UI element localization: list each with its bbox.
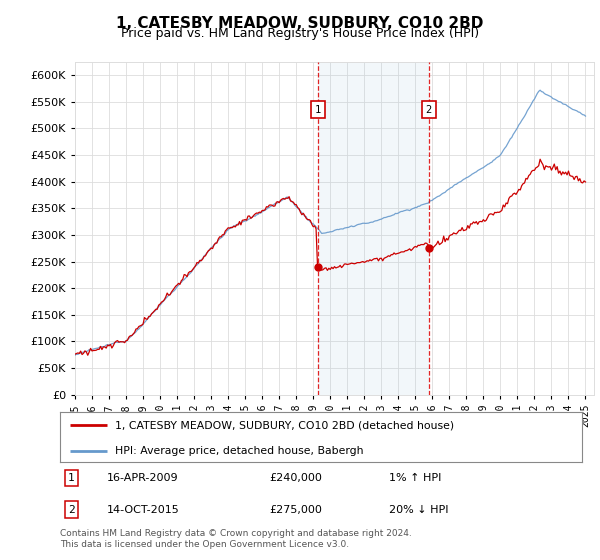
Bar: [318, 62, 429, 395]
Text: 1: 1: [68, 473, 74, 483]
Text: Price paid vs. HM Land Registry's House Price Index (HPI): Price paid vs. HM Land Registry's House …: [121, 27, 479, 40]
Text: 2: 2: [68, 505, 74, 515]
Text: 2: 2: [425, 105, 432, 115]
Text: 1: 1: [315, 105, 321, 115]
Text: Contains HM Land Registry data © Crown copyright and database right 2024.
This d: Contains HM Land Registry data © Crown c…: [60, 529, 412, 549]
Text: 20% ↓ HPI: 20% ↓ HPI: [389, 505, 448, 515]
Text: 14-OCT-2015: 14-OCT-2015: [107, 505, 180, 515]
Text: 1, CATESBY MEADOW, SUDBURY, CO10 2BD: 1, CATESBY MEADOW, SUDBURY, CO10 2BD: [116, 16, 484, 31]
Text: 1% ↑ HPI: 1% ↑ HPI: [389, 473, 441, 483]
Text: HPI: Average price, detached house, Babergh: HPI: Average price, detached house, Babe…: [115, 446, 364, 456]
Text: 1, CATESBY MEADOW, SUDBURY, CO10 2BD (detached house): 1, CATESBY MEADOW, SUDBURY, CO10 2BD (de…: [115, 420, 454, 430]
Text: £240,000: £240,000: [269, 473, 322, 483]
Text: £275,000: £275,000: [269, 505, 322, 515]
Text: 16-APR-2009: 16-APR-2009: [107, 473, 179, 483]
